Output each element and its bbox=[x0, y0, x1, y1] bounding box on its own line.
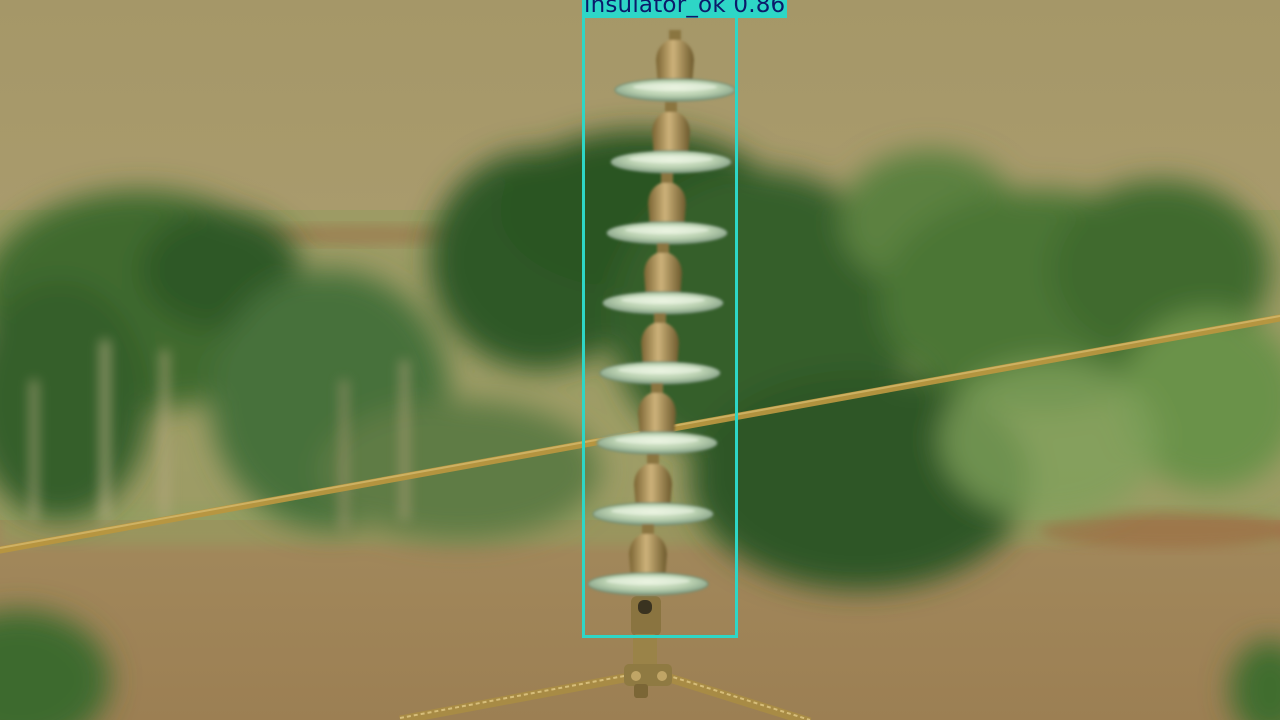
insulator-cap bbox=[648, 181, 686, 229]
insulator-cap bbox=[644, 251, 682, 299]
detection-label: insulator_ok 0.86 bbox=[582, 0, 788, 18]
detection-box: insulator_ok 0.86 bbox=[582, 0, 788, 638]
insulator-cap bbox=[652, 110, 690, 158]
detection-score: 0.86 bbox=[733, 0, 786, 18]
insulator-cap bbox=[656, 38, 694, 86]
insulator-cap bbox=[638, 391, 676, 439]
insulator-cap bbox=[641, 321, 679, 369]
insulator-cap bbox=[634, 462, 672, 510]
detection-class: insulator_ok bbox=[584, 0, 726, 18]
insulator-cap bbox=[629, 532, 667, 580]
